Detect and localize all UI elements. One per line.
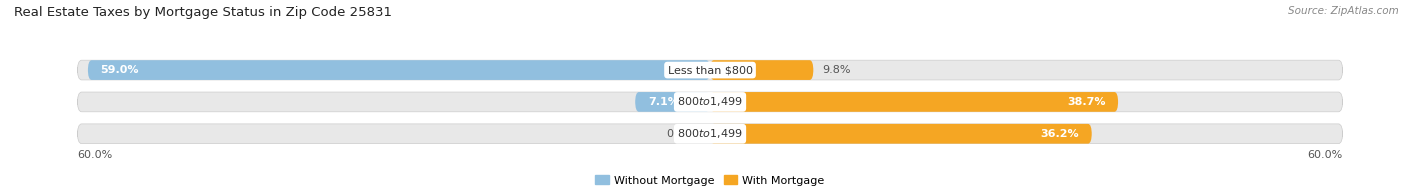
- FancyBboxPatch shape: [636, 92, 710, 112]
- Text: 9.8%: 9.8%: [823, 65, 851, 75]
- Text: $800 to $1,499: $800 to $1,499: [678, 127, 742, 140]
- Text: 38.7%: 38.7%: [1067, 97, 1105, 107]
- FancyBboxPatch shape: [77, 124, 1343, 144]
- Text: Real Estate Taxes by Mortgage Status in Zip Code 25831: Real Estate Taxes by Mortgage Status in …: [14, 6, 392, 19]
- Legend: Without Mortgage, With Mortgage: Without Mortgage, With Mortgage: [591, 171, 830, 190]
- FancyBboxPatch shape: [710, 92, 1118, 112]
- FancyBboxPatch shape: [77, 92, 1343, 112]
- Text: 60.0%: 60.0%: [1308, 150, 1343, 160]
- FancyBboxPatch shape: [710, 124, 1092, 144]
- Text: 7.1%: 7.1%: [648, 97, 679, 107]
- FancyBboxPatch shape: [77, 60, 1343, 80]
- Text: Less than $800: Less than $800: [668, 65, 752, 75]
- Text: 60.0%: 60.0%: [77, 150, 112, 160]
- Text: 36.2%: 36.2%: [1040, 129, 1080, 139]
- FancyBboxPatch shape: [710, 60, 814, 80]
- Text: 0.0%: 0.0%: [666, 129, 695, 139]
- Text: $800 to $1,499: $800 to $1,499: [678, 95, 742, 108]
- FancyBboxPatch shape: [89, 60, 710, 80]
- Text: 59.0%: 59.0%: [101, 65, 139, 75]
- Text: Source: ZipAtlas.com: Source: ZipAtlas.com: [1288, 6, 1399, 16]
